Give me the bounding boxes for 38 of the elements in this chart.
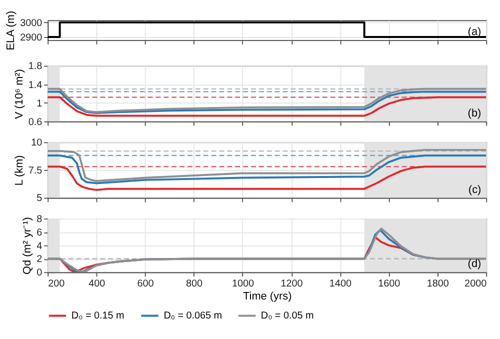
y-tick-label: 7.5 — [28, 165, 43, 176]
y-axis-title: Qd (m² yr⁻¹) — [22, 217, 34, 274]
y-tick-label: 1 — [36, 98, 43, 110]
y-tick-label: 1.4 — [28, 80, 43, 91]
y-tick-label: 2900 — [20, 32, 43, 44]
x-tick-label: 800 — [186, 278, 204, 290]
x-tick-label: 1600 — [378, 278, 401, 290]
y-tick-label: 5 — [36, 193, 43, 204]
y-tick-label: 0 — [36, 268, 43, 279]
y-axis-title: V (10⁶ m²) — [13, 69, 26, 120]
legend-label: D₀ = 0.065 m — [164, 310, 222, 322]
x-tick-label: 1400 — [329, 278, 352, 290]
y-axis-title: L (km) — [13, 155, 26, 186]
y-tick-label: 4 — [36, 240, 43, 252]
y-tick-label: 3000 — [20, 18, 43, 29]
x-tick-label: 1000 — [232, 278, 255, 290]
x-axis-title: Time (yrs) — [243, 290, 292, 302]
line-series — [48, 154, 486, 184]
x-tick-label: 2000 — [464, 278, 488, 290]
x-tick-label: 200 — [48, 278, 66, 290]
legend-label: D₀ = 0.05 m — [260, 310, 314, 322]
x-tick-label: 1800 — [426, 278, 450, 290]
line-series — [48, 96, 486, 117]
x-tick-label: 400 — [88, 278, 106, 290]
y-tick-label: 8 — [36, 214, 43, 226]
y-tick-label: 10 — [31, 138, 43, 149]
y-tick-label: 6 — [36, 227, 43, 238]
legend-label: D₀ = 0.15 m — [71, 310, 124, 322]
x-tick-label: 600 — [137, 278, 154, 290]
y-tick-label: 2 — [36, 254, 43, 266]
y-axis-title: ELA (m) — [5, 10, 18, 50]
annotation: (b) — [468, 107, 482, 120]
line-series — [48, 148, 486, 182]
y-tick-label: 1.8 — [28, 61, 43, 72]
y-tick-label: 0.6 — [28, 116, 43, 128]
annotation: (c) — [468, 184, 482, 196]
x-tick-label: 1200 — [280, 278, 304, 290]
annotation: (d) — [468, 258, 482, 270]
